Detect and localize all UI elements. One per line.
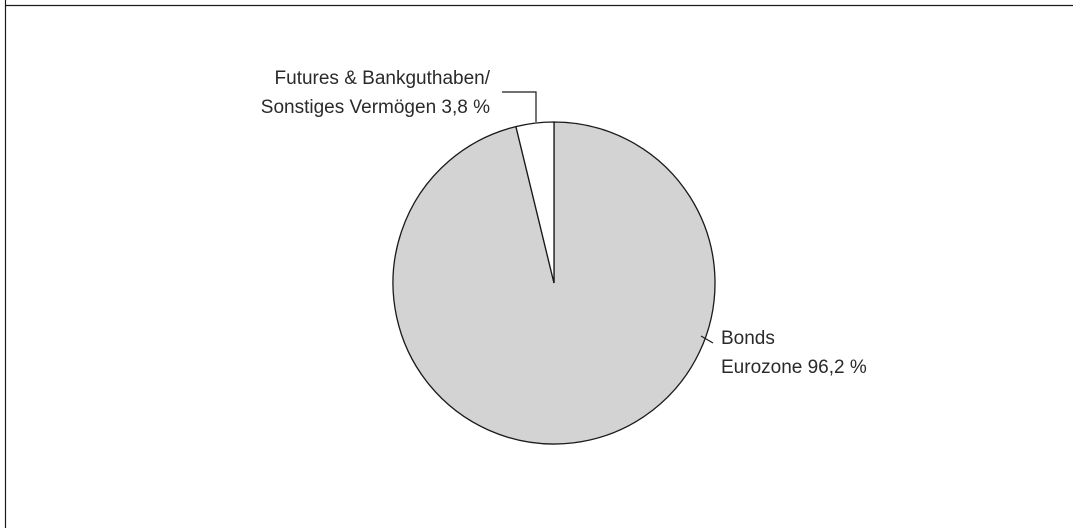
leader-line-bonds xyxy=(700,335,714,344)
pie-slice-futures-bankguthaben xyxy=(515,121,555,284)
slice-label-futures-line2: Sonstiges Vermögen 3,8 % xyxy=(261,97,490,118)
slice-label-bonds-line1: Bonds xyxy=(721,328,775,349)
leader-line-futures xyxy=(502,91,537,122)
pie xyxy=(392,121,716,445)
slice-label-bonds-line2: Eurozone 96,2 % xyxy=(721,357,867,378)
slice-label-futures-line1: Futures & Bankguthaben/ xyxy=(275,68,491,89)
